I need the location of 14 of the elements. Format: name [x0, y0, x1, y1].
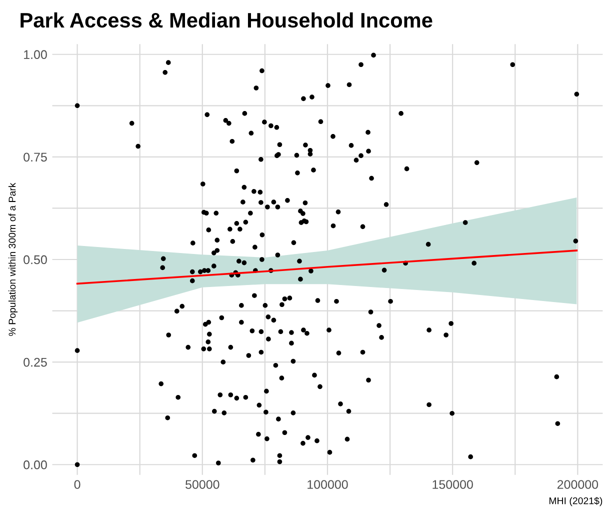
y-axis-title: % Population within 300m of a Park — [8, 182, 18, 336]
line-series — [76, 250, 578, 285]
chart-title: Park Access & Median Household Income — [20, 12, 432, 28]
x-tick-label: 0 — [74, 480, 80, 489]
x-tick-label: 200000 — [557, 480, 598, 489]
y-tick-label: 0.25 — [24, 358, 47, 367]
x-tick-label: 100000 — [308, 480, 348, 489]
y-tick-label: 1.00 — [24, 50, 47, 60]
y-tick-label: 0.75 — [24, 152, 47, 162]
x-tick-label: 150000 — [432, 480, 473, 489]
x-axis-title: MHI (2021$) — [549, 496, 602, 506]
y-tick-label: 0.00 — [24, 460, 47, 470]
x-tick-label: 50000 — [186, 480, 220, 489]
y-tick-label: 0.50 — [24, 255, 47, 264]
